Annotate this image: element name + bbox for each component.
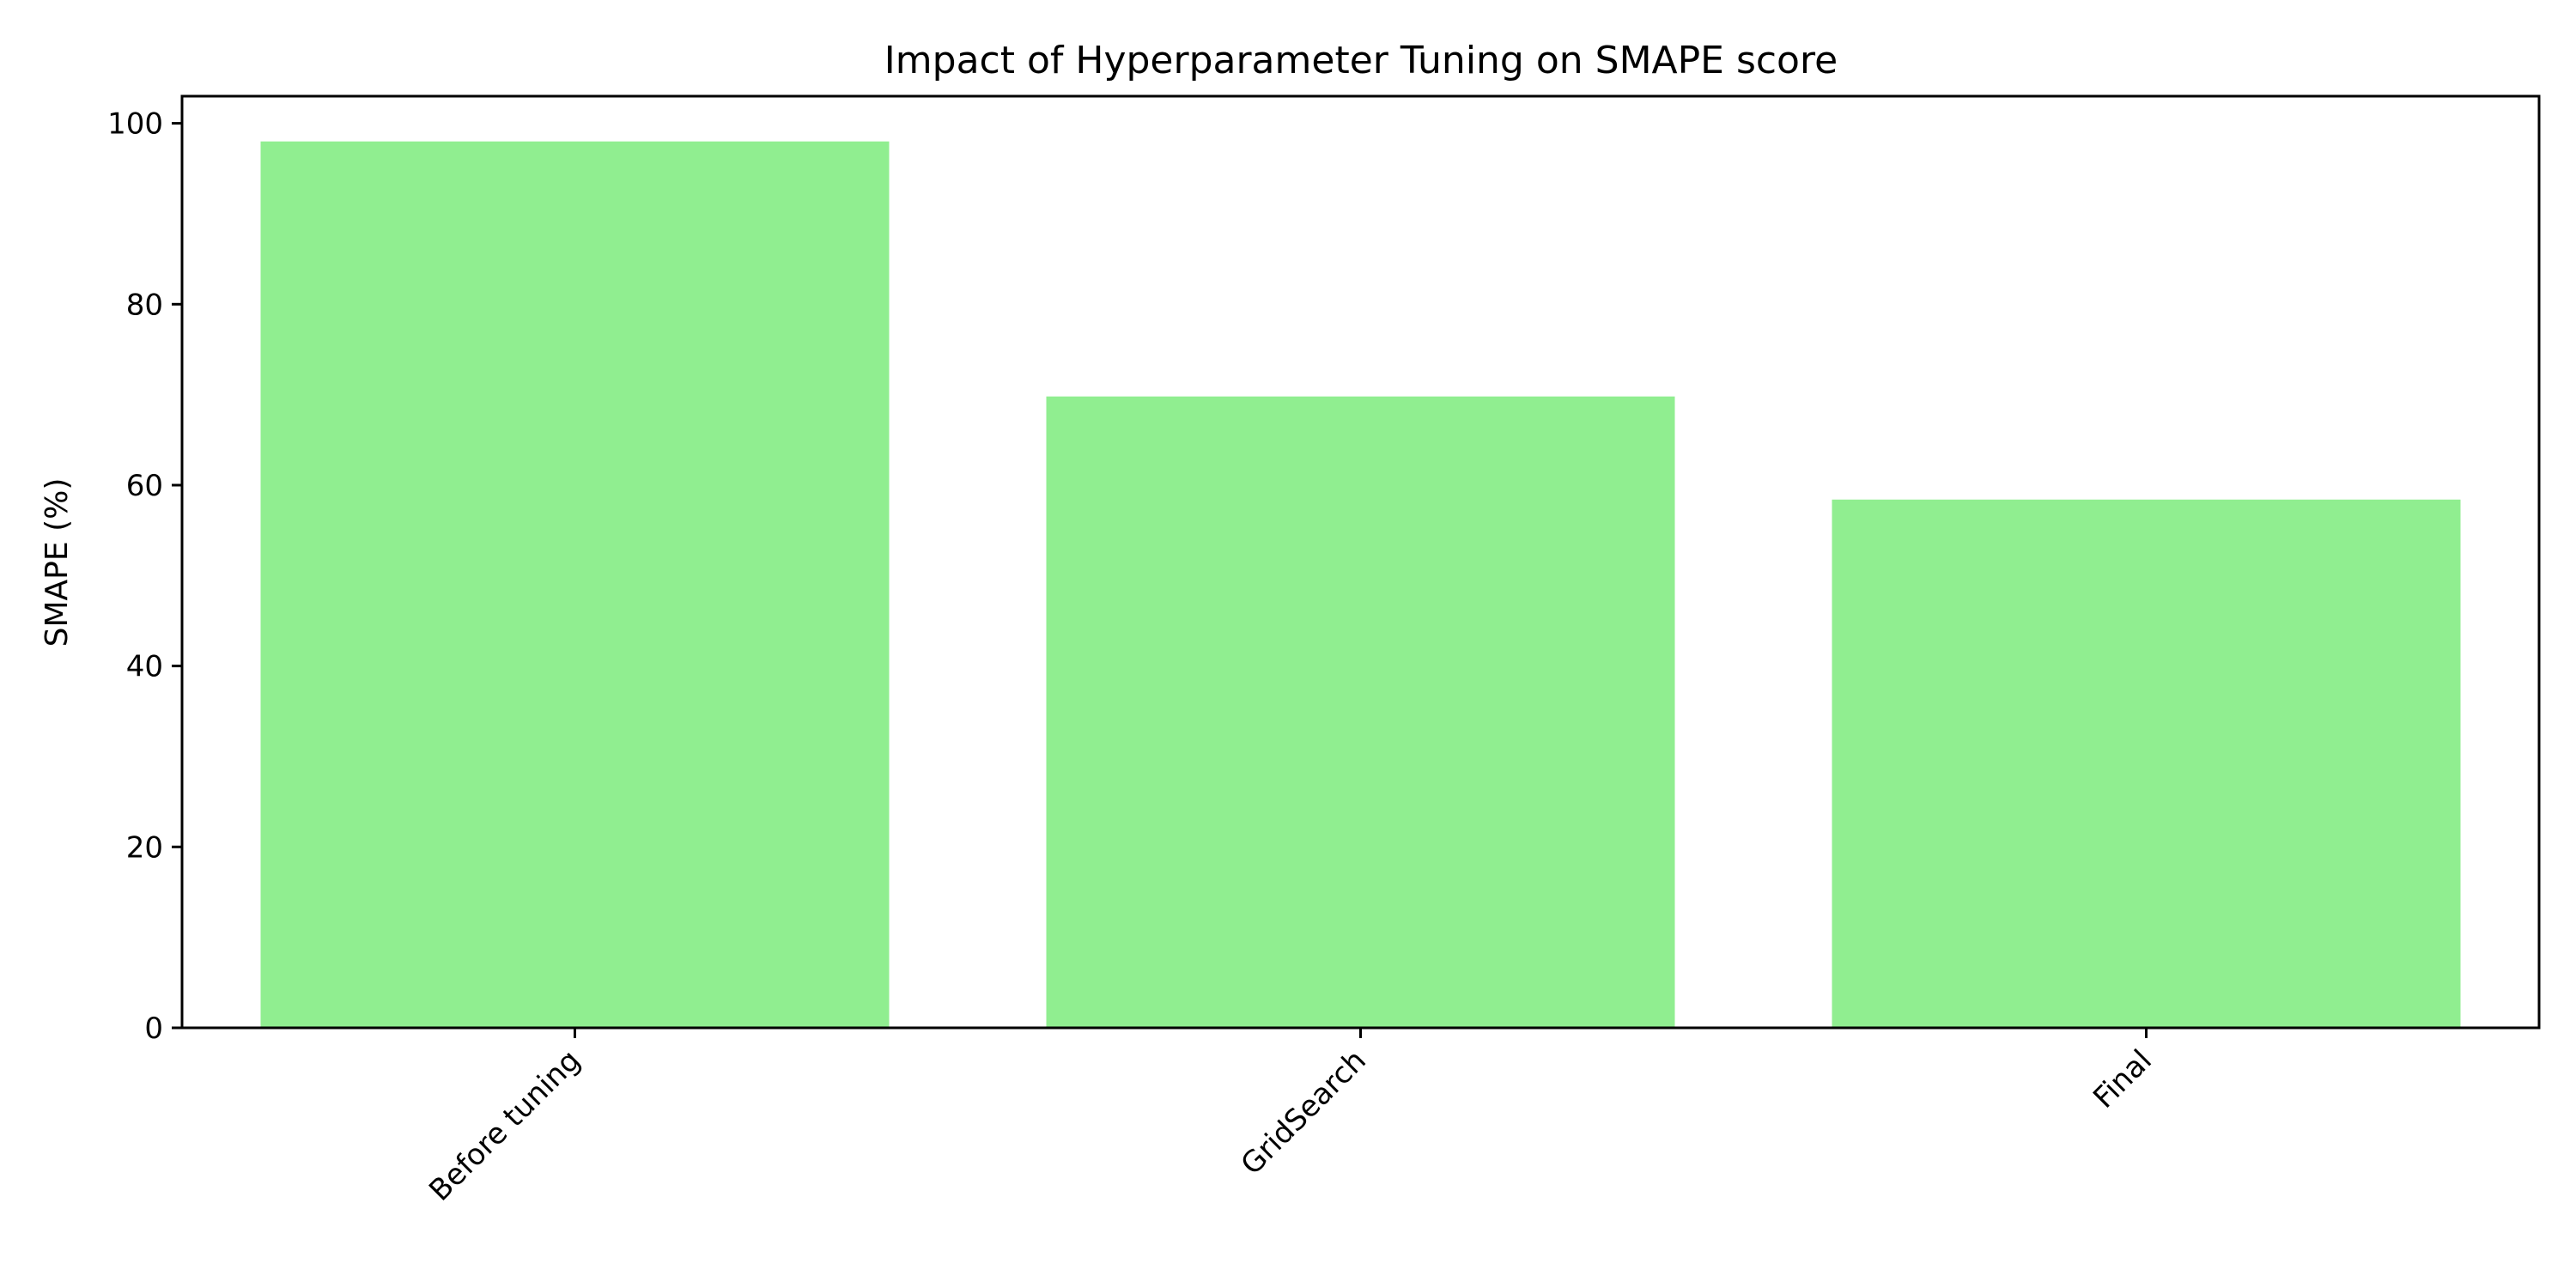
bar-before-tuning	[260, 141, 890, 1029]
x-tick-label: Before tuning	[422, 1043, 587, 1208]
y-axis-label: SMAPE (%)	[39, 478, 75, 647]
y-tick-label: 60	[126, 469, 163, 503]
y-tick-label: 0	[144, 1012, 163, 1046]
x-tick-label: Final	[2087, 1043, 2159, 1115]
y-tick-label: 40	[126, 650, 163, 684]
x-axis-ticks: Before tuning GridSearch Final	[422, 1028, 2159, 1208]
bar-final	[1832, 499, 2461, 1028]
y-tick-label: 100	[107, 107, 163, 142]
y-tick-label: 80	[126, 288, 163, 322]
plot-frame	[180, 94, 2541, 1030]
y-axis-ticks: 0 20 40 60 80 100	[107, 107, 182, 1046]
bars-layer	[260, 141, 2461, 1029]
bar-gridsearch	[1046, 396, 1675, 1028]
y-tick-label: 20	[126, 830, 163, 865]
x-tick-label: GridSearch	[1235, 1043, 1373, 1182]
chart-title: Impact of Hyperparameter Tuning on SMAPE…	[884, 39, 1838, 82]
